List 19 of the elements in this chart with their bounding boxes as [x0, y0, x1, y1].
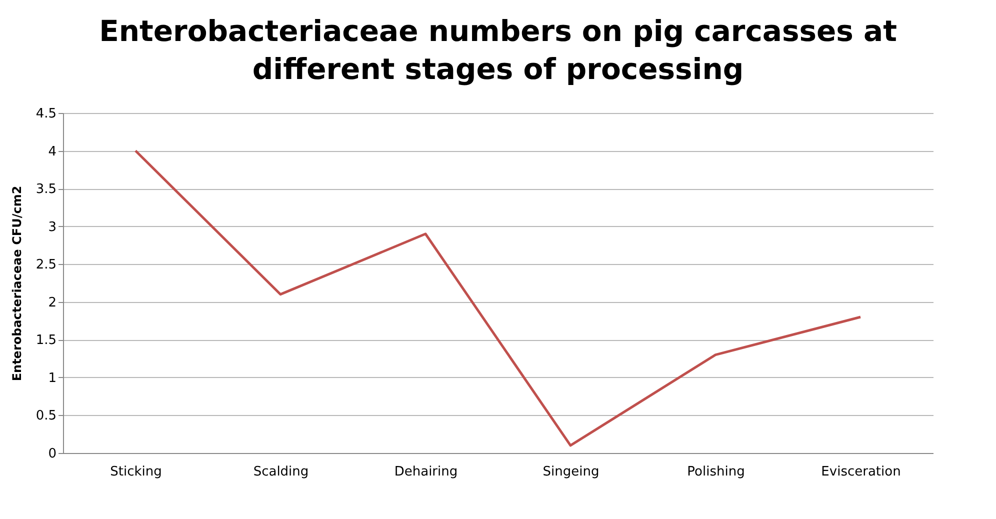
y-tick-label: 1	[48, 370, 56, 386]
y-tick-label: 2	[48, 295, 56, 310]
y-tick-label: 3	[48, 220, 56, 235]
y-tick-label: 0.5	[36, 408, 56, 424]
x-tick-label: Evisceration	[821, 464, 901, 480]
line-series	[134, 150, 862, 447]
x-tick-label: Sticking	[110, 464, 162, 480]
y-tick-label: 3.5	[36, 182, 56, 198]
y-tick-label: 1.5	[36, 333, 56, 348]
x-tick-label: Scalding	[253, 464, 309, 480]
x-tick-label: Dehairing	[394, 464, 458, 480]
y-tick-label: 4.5	[36, 106, 56, 122]
y-axis-title: Enterobacteriaceae CFU/cm2	[10, 186, 24, 382]
y-tick-label: 4	[48, 144, 56, 160]
x-tick-label: Polishing	[687, 464, 745, 480]
y-tick-label: 2.5	[36, 258, 56, 273]
y-tick-label: 0	[48, 446, 56, 462]
chart-title: Enterobacteriaceae numbers on pig carcasses at different stages of processing	[99, 14, 898, 86]
x-tick-label: Singeing	[542, 464, 600, 480]
